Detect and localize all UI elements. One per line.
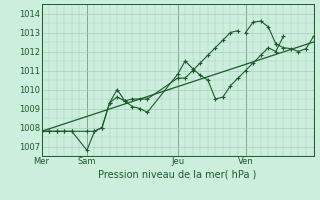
- X-axis label: Pression niveau de la mer( hPa ): Pression niveau de la mer( hPa ): [99, 169, 257, 179]
